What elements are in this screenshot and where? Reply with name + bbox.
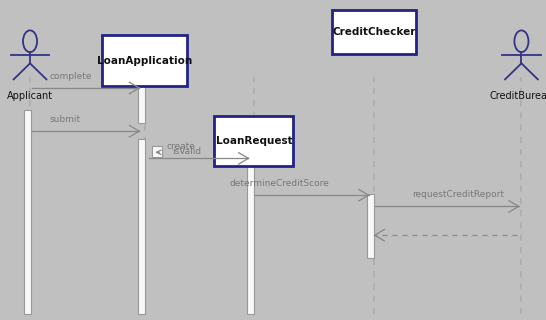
Text: create: create	[167, 142, 195, 151]
Bar	[103, 35, 187, 86]
Bar	[138, 77, 145, 123]
Text: Applicant: Applicant	[7, 91, 53, 101]
Bar	[214, 116, 294, 166]
Text: determineCreditScore: determineCreditScore	[229, 179, 329, 188]
Text: LoanRequest: LoanRequest	[216, 136, 292, 146]
Text: complete: complete	[49, 72, 92, 81]
Bar	[24, 110, 32, 314]
Text: submit: submit	[49, 115, 80, 124]
Text: isValid: isValid	[172, 148, 201, 156]
Bar	[138, 139, 145, 314]
Bar	[367, 194, 375, 258]
Bar	[152, 146, 162, 157]
Text: CreditBureau: CreditBureau	[489, 91, 546, 101]
Text: LoanApplication: LoanApplication	[97, 56, 192, 66]
Bar	[332, 11, 417, 53]
Text: requestCreditReport: requestCreditReport	[412, 190, 504, 199]
Text: CreditChecker: CreditChecker	[333, 27, 416, 37]
Bar	[247, 166, 254, 314]
